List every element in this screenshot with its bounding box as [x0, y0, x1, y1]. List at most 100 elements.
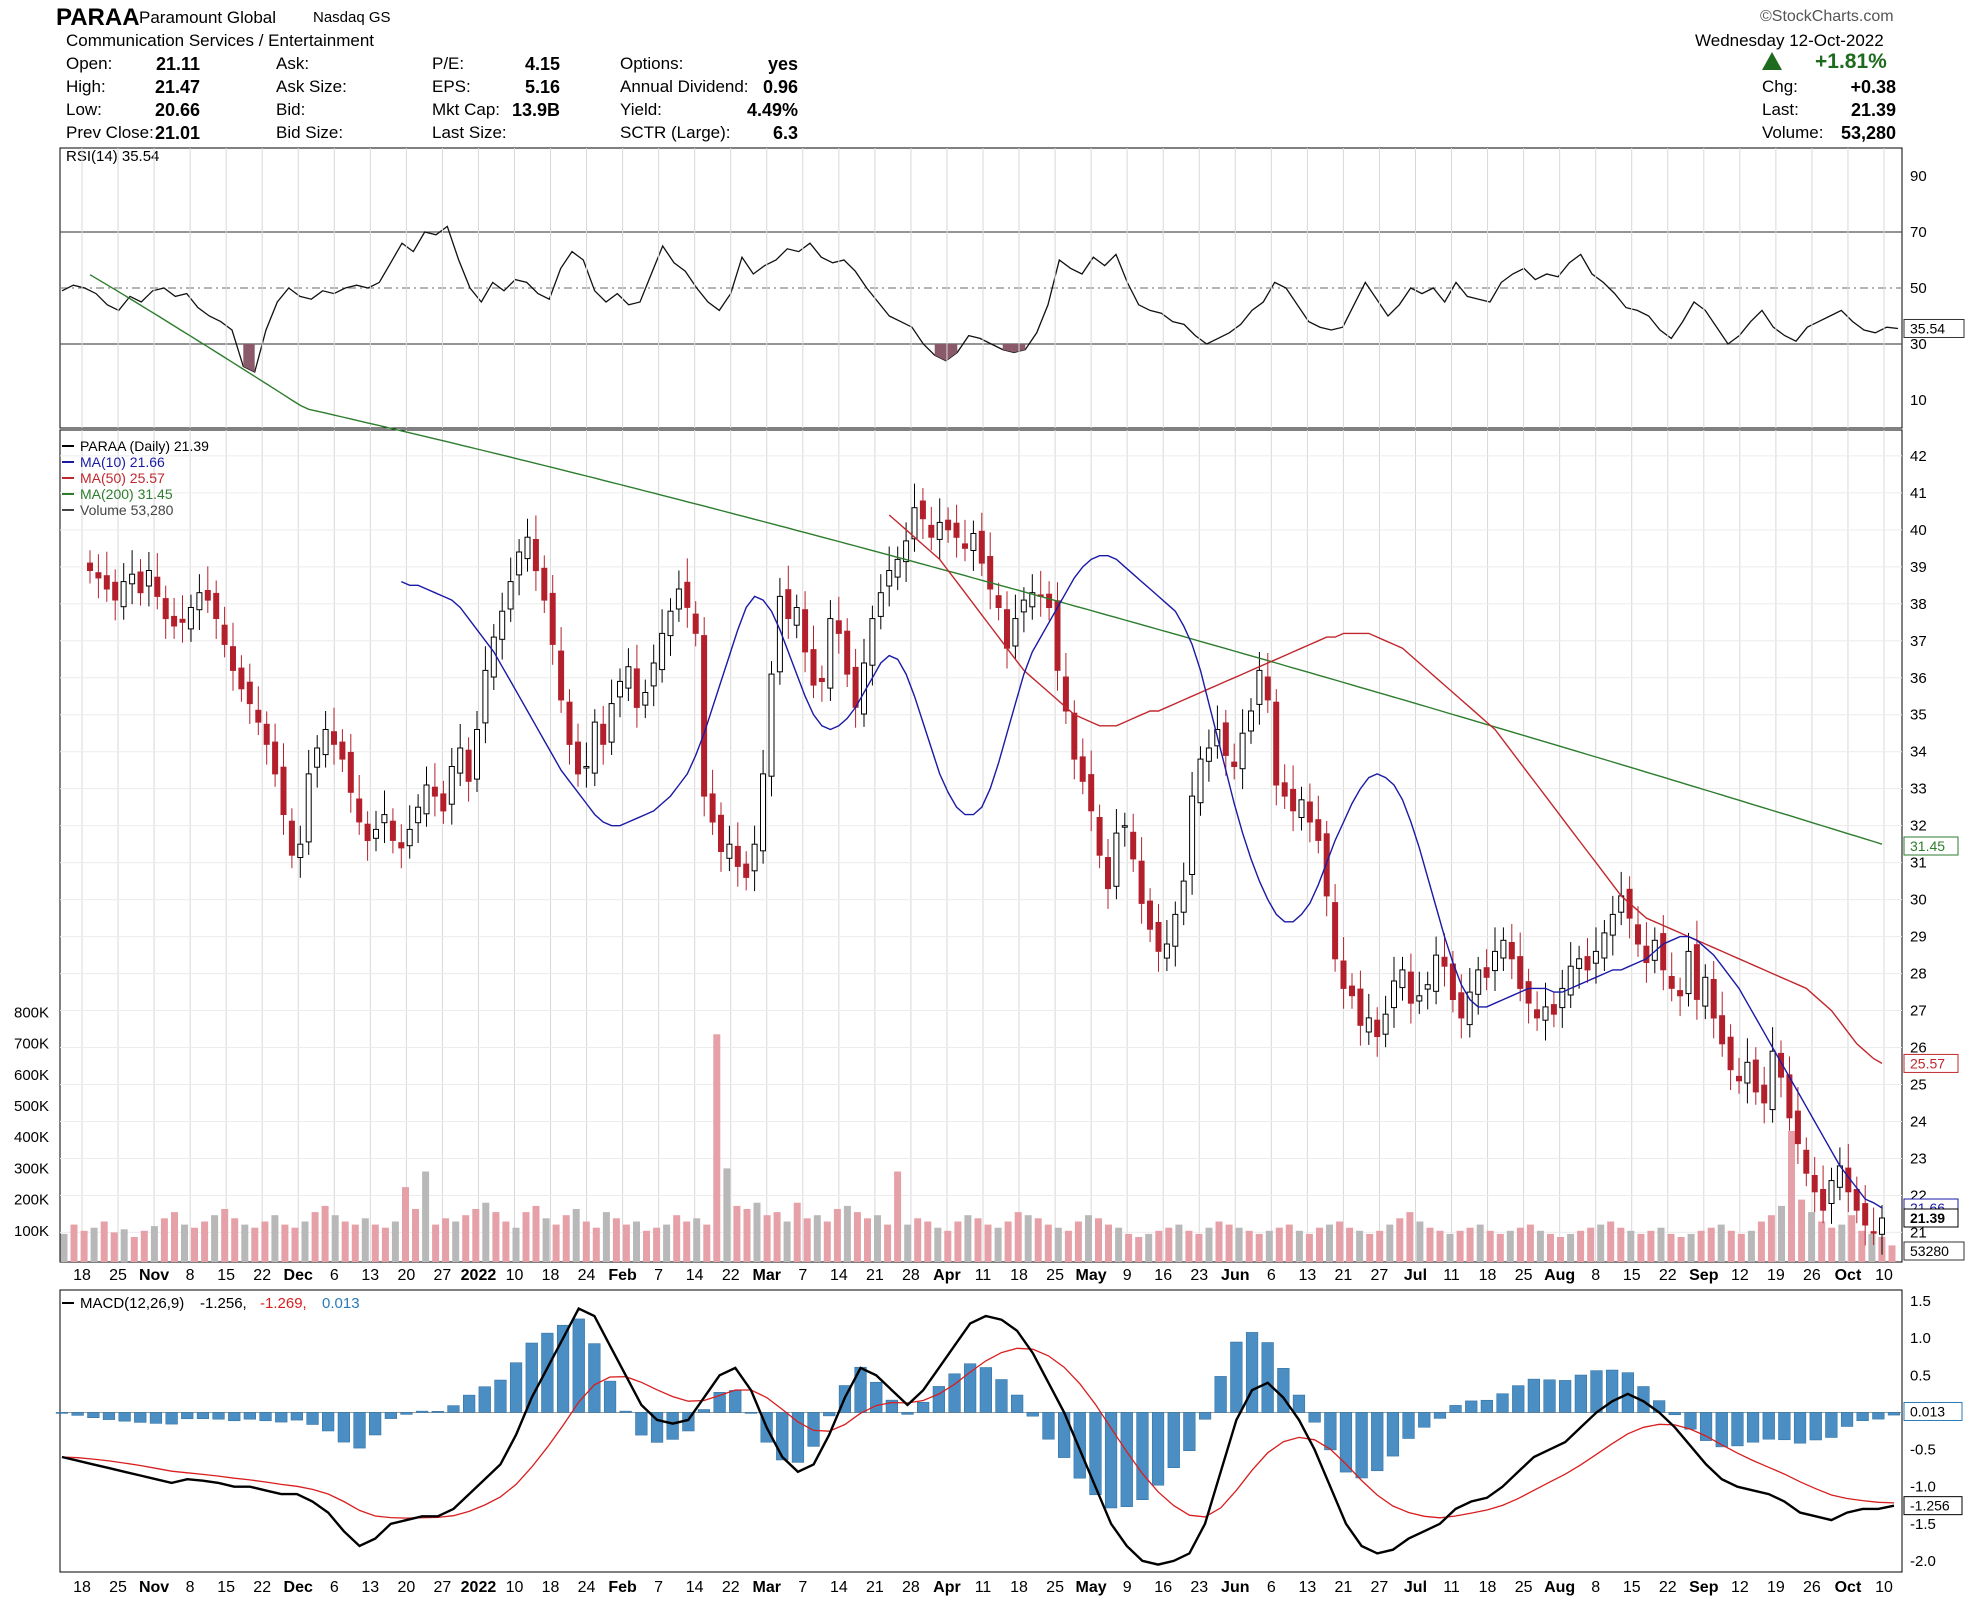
date-label: 8 [1591, 1579, 1600, 1596]
macd-histogram-bar [885, 1399, 898, 1413]
volume-bar [1356, 1230, 1364, 1262]
macd-histogram-bar [1230, 1341, 1243, 1413]
exchange-name: Nasdaq GS [313, 9, 391, 26]
date-label: 13 [1298, 1579, 1316, 1596]
volume-bar [653, 1227, 661, 1262]
candle-body [583, 766, 590, 769]
volume-bar [934, 1227, 942, 1262]
candle-body [1853, 1189, 1860, 1211]
rsi-last-value-box [1903, 318, 1965, 338]
macd-histogram-bar [588, 1343, 601, 1413]
volume-bar [944, 1230, 952, 1262]
macd-histogram-bar [478, 1386, 491, 1413]
macd-histogram-bar [416, 1410, 429, 1413]
date-label: Oct [1835, 1579, 1862, 1596]
candle-body [389, 820, 396, 841]
volume-bar [894, 1171, 902, 1262]
volume-bar [974, 1218, 982, 1262]
candle-body [734, 845, 741, 867]
macd-histogram-bar [1261, 1342, 1274, 1413]
candle-body [280, 766, 287, 816]
candle-body [1567, 965, 1574, 996]
candle-body [103, 575, 110, 590]
volume-bar [160, 1218, 168, 1262]
candle-body [911, 507, 918, 540]
candle-body [1744, 1061, 1751, 1084]
stat-label: High: [66, 77, 106, 96]
macd-histogram-bar [102, 1412, 116, 1420]
volume-bar [110, 1232, 118, 1262]
date-label: 2022 [461, 1267, 497, 1284]
candle-body [1323, 833, 1330, 897]
volume-bar [612, 1218, 620, 1262]
macd-tick-label: 1.5 [1910, 1293, 1931, 1310]
date-label: 25 [1515, 1579, 1533, 1596]
macd-legend-entry: -1.269, [260, 1295, 307, 1312]
volume-bar [1155, 1230, 1163, 1262]
candle-body [1483, 967, 1490, 978]
candle-body [1677, 990, 1684, 997]
rsi-last-value: 35.54 [1910, 320, 1945, 336]
stat-label: Low: [66, 100, 102, 119]
candle-body [617, 680, 623, 698]
volume-bar [1597, 1224, 1605, 1262]
date-label: 16 [1154, 1267, 1172, 1284]
candle-body [171, 615, 178, 627]
date-label: 25 [1515, 1267, 1533, 1284]
volume-bar [171, 1212, 178, 1262]
macd-histogram-bar [353, 1412, 366, 1449]
macd-legend-entry: MACD(12,26,9) [80, 1295, 184, 1312]
candle-body [238, 667, 245, 690]
volume-bar [402, 1187, 409, 1262]
date-label: May [1076, 1579, 1107, 1596]
candle-body [1399, 969, 1406, 989]
volume-bar [1677, 1237, 1685, 1262]
volume-bar [482, 1202, 490, 1262]
volume-bar [924, 1221, 932, 1262]
candle-body [1147, 900, 1153, 930]
date-label: 10 [1875, 1579, 1893, 1596]
volume-bar [1245, 1230, 1253, 1262]
ma200-line [89, 274, 1883, 845]
date-label: 18 [542, 1267, 560, 1284]
volume-bar [1767, 1215, 1775, 1262]
macd-histogram-bar [259, 1412, 272, 1422]
macd-tick-label: 1.0 [1910, 1330, 1931, 1347]
candle-body [297, 843, 304, 859]
date-label: Dec [284, 1579, 313, 1596]
rsi-tick-label: 50 [1910, 280, 1927, 297]
candle-body [970, 533, 977, 551]
macd-histogram-bar [1465, 1400, 1478, 1413]
volume-bar [331, 1215, 339, 1262]
macd-histogram-bar [979, 1367, 992, 1413]
macd-histogram-bar [776, 1412, 789, 1461]
volume-bar [793, 1202, 801, 1262]
volume-bar [1637, 1233, 1645, 1262]
stat-label: Chg: [1762, 77, 1798, 96]
volume-bar [271, 1215, 279, 1262]
macd-histogram-bar [572, 1318, 585, 1413]
macd-histogram-bar [196, 1412, 210, 1419]
date-label: 18 [1010, 1267, 1028, 1284]
macd-hist-last-box [1903, 1401, 1963, 1421]
volume-bar [803, 1218, 811, 1262]
candle-body [1811, 1175, 1818, 1193]
macd-histogram-bar [729, 1390, 742, 1413]
volume-tick-label: 800K [14, 1004, 49, 1021]
macd-histogram-bar [1042, 1412, 1055, 1440]
candle-body [1660, 933, 1667, 971]
candle-body [928, 524, 935, 538]
volume-tick-label: 600K [14, 1067, 49, 1084]
volume-bar [984, 1224, 992, 1262]
volume-bar [90, 1227, 98, 1262]
volume-bar [622, 1224, 630, 1262]
candle-body [490, 636, 497, 678]
candle-body [187, 607, 194, 630]
volume-bar [1135, 1237, 1143, 1262]
macd-histogram-bar [290, 1412, 303, 1421]
volume-bar [1456, 1230, 1464, 1262]
price-tick-label: 24 [1910, 1113, 1927, 1130]
candle-body [1609, 913, 1616, 936]
candle-body [962, 543, 968, 549]
